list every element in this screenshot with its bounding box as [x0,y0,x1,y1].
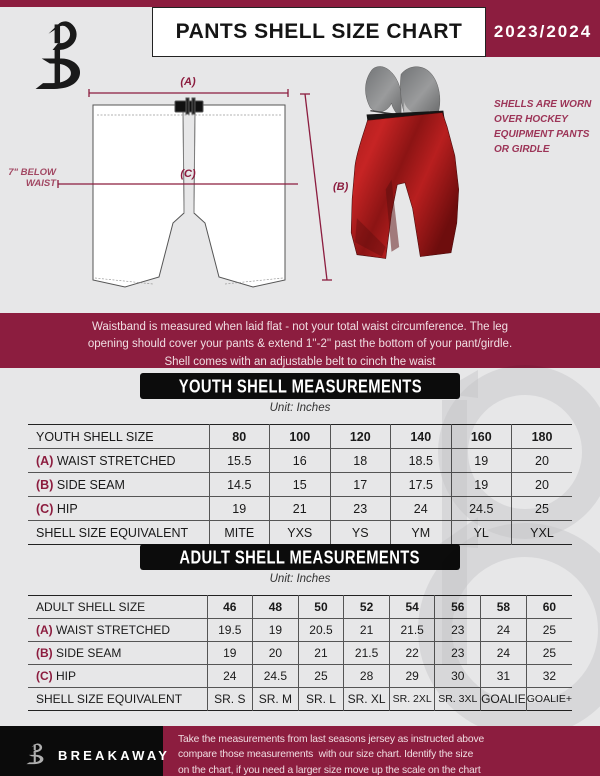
svg-text:(A): (A) [180,76,196,88]
svg-text:7" BELOW: 7" BELOW [8,167,57,178]
svg-text:(C): (C) [180,168,196,180]
svg-text:WAIST: WAIST [26,178,57,189]
